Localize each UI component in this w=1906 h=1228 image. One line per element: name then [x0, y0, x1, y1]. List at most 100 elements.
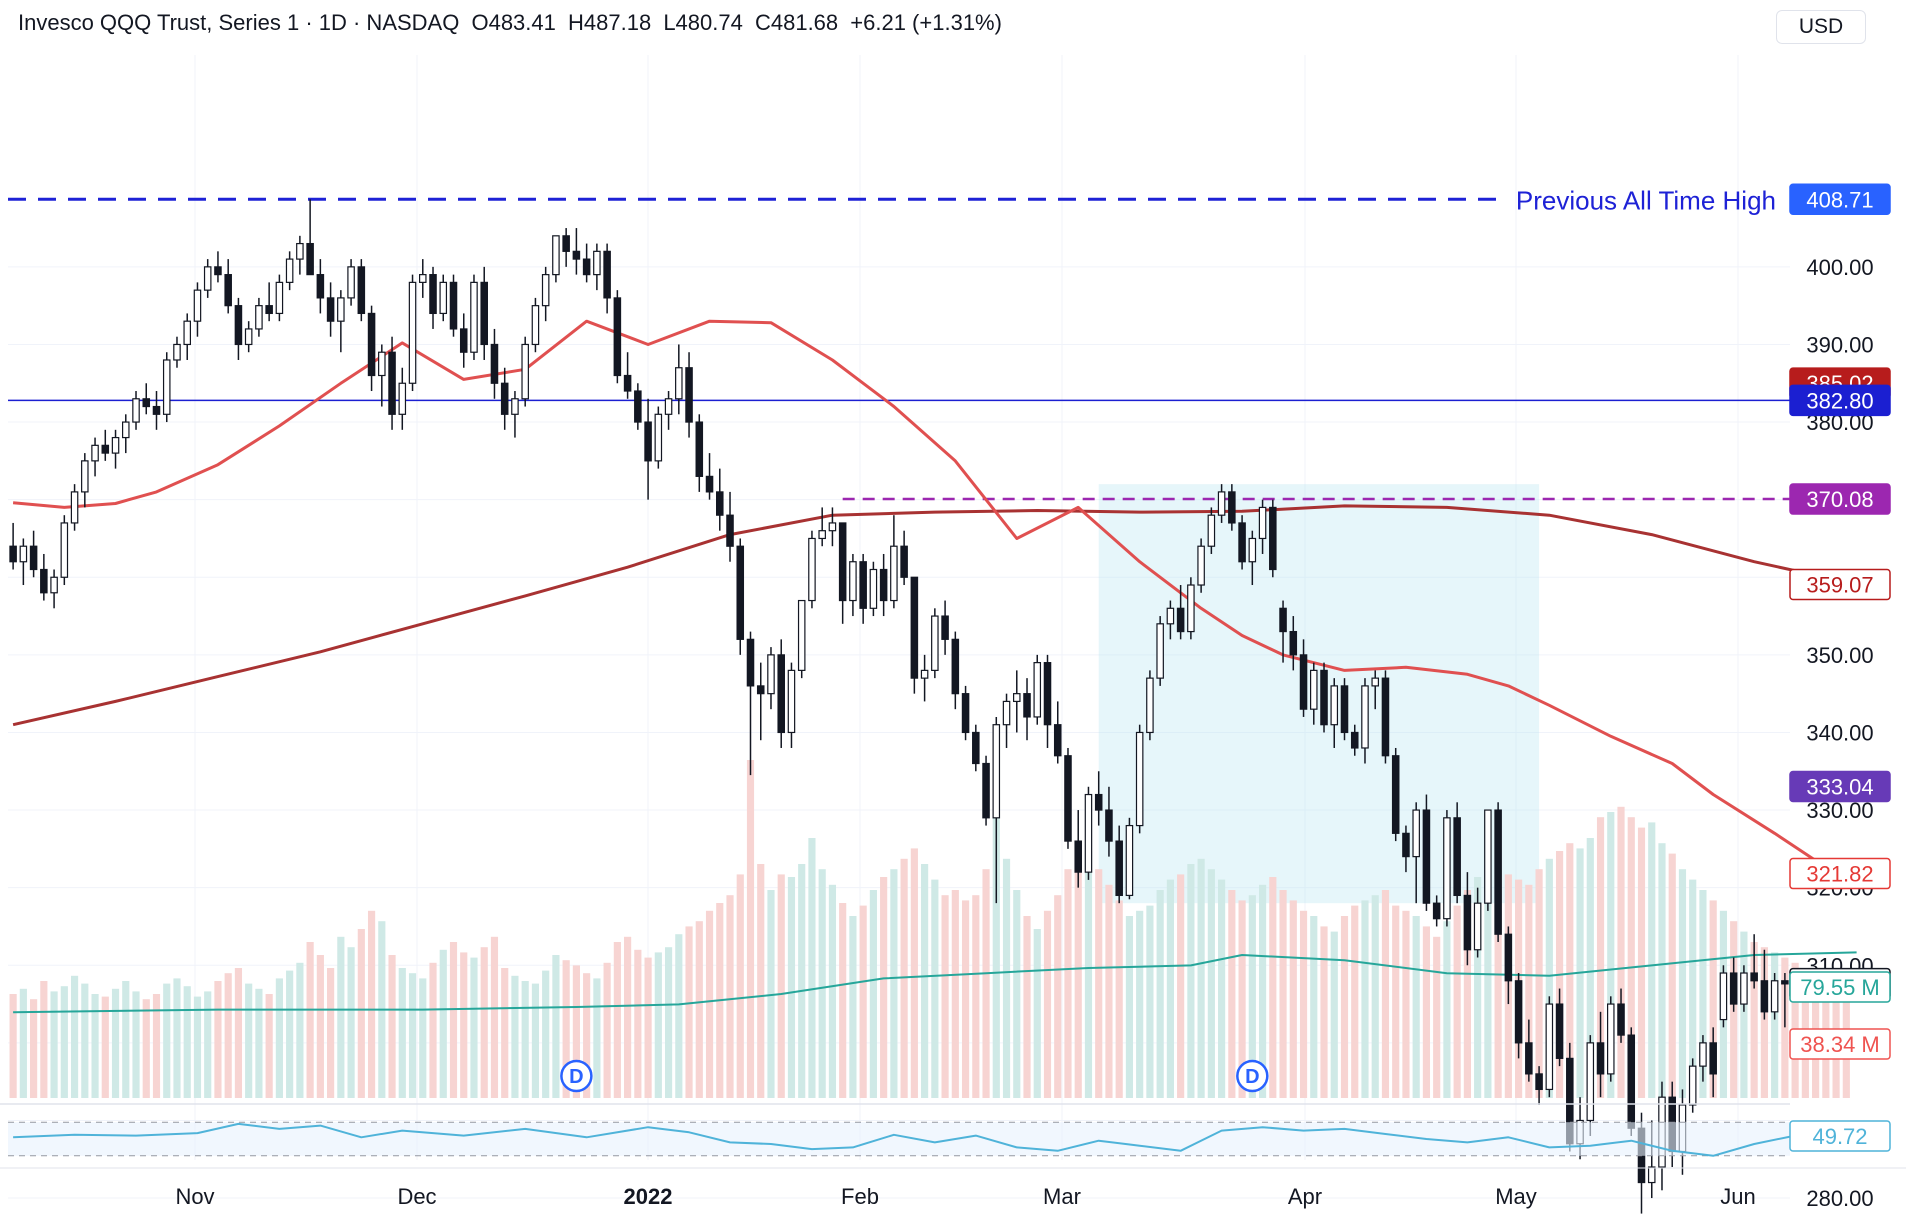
candle-body	[1330, 685, 1339, 726]
volume-bar	[1586, 838, 1594, 1098]
price-tag-label: 321.82	[1806, 862, 1873, 887]
candle-body	[1412, 809, 1420, 858]
volume-bar	[1258, 884, 1267, 1098]
candle-body	[367, 312, 376, 377]
volume-bar	[1607, 812, 1615, 1098]
volume-bar	[1289, 900, 1297, 1098]
candle-body	[1781, 980, 1789, 985]
volume-bar	[275, 978, 283, 1098]
candle-body	[173, 343, 181, 361]
candle-body	[613, 297, 622, 377]
candle-body	[70, 491, 79, 524]
candle-body	[1709, 1042, 1717, 1075]
price-tag	[1789, 384, 1891, 417]
volume-bar	[685, 926, 693, 1098]
candle-body	[1535, 1073, 1543, 1091]
candle-body	[306, 242, 314, 276]
volume-bar	[132, 991, 140, 1098]
volume-bar	[1310, 916, 1318, 1098]
volume-bar	[1648, 822, 1656, 1098]
candle-body	[521, 343, 529, 400]
candle-body	[1248, 537, 1257, 563]
candle-body	[1156, 623, 1164, 679]
volume-bar	[50, 991, 58, 1098]
candle-body	[1627, 1034, 1636, 1129]
candle-body	[541, 274, 550, 307]
candle-body	[562, 235, 570, 252]
candle-body	[1453, 817, 1461, 897]
volume-bar	[1392, 905, 1400, 1098]
candle-body	[1545, 1003, 1554, 1091]
candle-body	[1647, 1166, 1656, 1184]
volume-bar	[1699, 890, 1707, 1098]
candle-body	[931, 615, 939, 671]
volume-bar	[1084, 851, 1093, 1098]
candle-body	[685, 367, 693, 423]
volume-bar	[1197, 858, 1205, 1098]
volume-bar	[603, 962, 611, 1098]
volume-bar	[1668, 853, 1676, 1098]
candle-body	[531, 305, 540, 346]
volume-bar	[1166, 879, 1174, 1098]
candle-body	[767, 654, 775, 695]
volume-bar	[1361, 900, 1369, 1098]
volume-bar	[1596, 817, 1605, 1098]
candle-body	[19, 545, 28, 563]
volume-bar	[1074, 858, 1082, 1098]
volume-bar	[152, 994, 161, 1098]
price-tag	[1789, 183, 1891, 216]
candle-body	[951, 638, 960, 695]
x-tick-label: Apr	[1288, 1184, 1322, 1209]
volume-bar	[81, 983, 89, 1098]
volume-bar	[245, 983, 253, 1098]
candle-body	[1125, 824, 1134, 897]
volume-bar	[296, 962, 304, 1098]
candle-body	[449, 281, 458, 330]
volume-bar	[1269, 877, 1277, 1098]
candle-body	[869, 568, 878, 609]
candle-body	[1371, 677, 1379, 687]
volume-bar	[122, 981, 130, 1098]
candle-body	[480, 281, 488, 346]
candle-body	[1719, 972, 1728, 1021]
candle-body	[1002, 700, 1011, 726]
candle-body	[275, 281, 284, 315]
volume-bar	[357, 929, 365, 1098]
dividend-marker	[1236, 1059, 1269, 1093]
y-tick-label: 400.00	[1806, 255, 1873, 280]
rsi-band	[8, 1122, 1790, 1156]
volume-bar	[306, 942, 314, 1098]
candle-body	[961, 693, 970, 734]
volume-bar	[1484, 864, 1492, 1098]
candle-body	[214, 266, 222, 276]
candle-body	[326, 297, 335, 322]
volume-bar	[1771, 952, 1779, 1098]
candle-body	[818, 530, 826, 540]
volume-bar	[1433, 936, 1441, 1098]
volume-bar	[900, 858, 908, 1098]
volume-bar	[1238, 900, 1246, 1098]
volume-bar	[480, 947, 488, 1098]
y-tick-label: 390.00	[1806, 332, 1873, 357]
volume-bar	[70, 975, 79, 1098]
candle-body	[1064, 755, 1072, 842]
candle-body	[552, 235, 560, 276]
candle-body	[1310, 669, 1318, 710]
volume-bar	[490, 936, 499, 1098]
dividend-marker	[560, 1059, 593, 1093]
volume-bar	[1064, 869, 1072, 1098]
volume-bar	[163, 983, 171, 1098]
volume-bar	[1320, 926, 1328, 1098]
volume-bar	[746, 760, 755, 1098]
currency-button[interactable]: USD	[1776, 10, 1866, 44]
volume-bar	[1474, 877, 1482, 1098]
candle-body	[511, 398, 519, 415]
price-tag	[1789, 770, 1891, 803]
volume-bar	[193, 996, 202, 1098]
volume-bar	[1351, 905, 1359, 1098]
volume-bar	[798, 864, 806, 1098]
volume-bar	[828, 884, 837, 1098]
candle-body	[726, 514, 734, 547]
candle-body	[1053, 724, 1062, 757]
